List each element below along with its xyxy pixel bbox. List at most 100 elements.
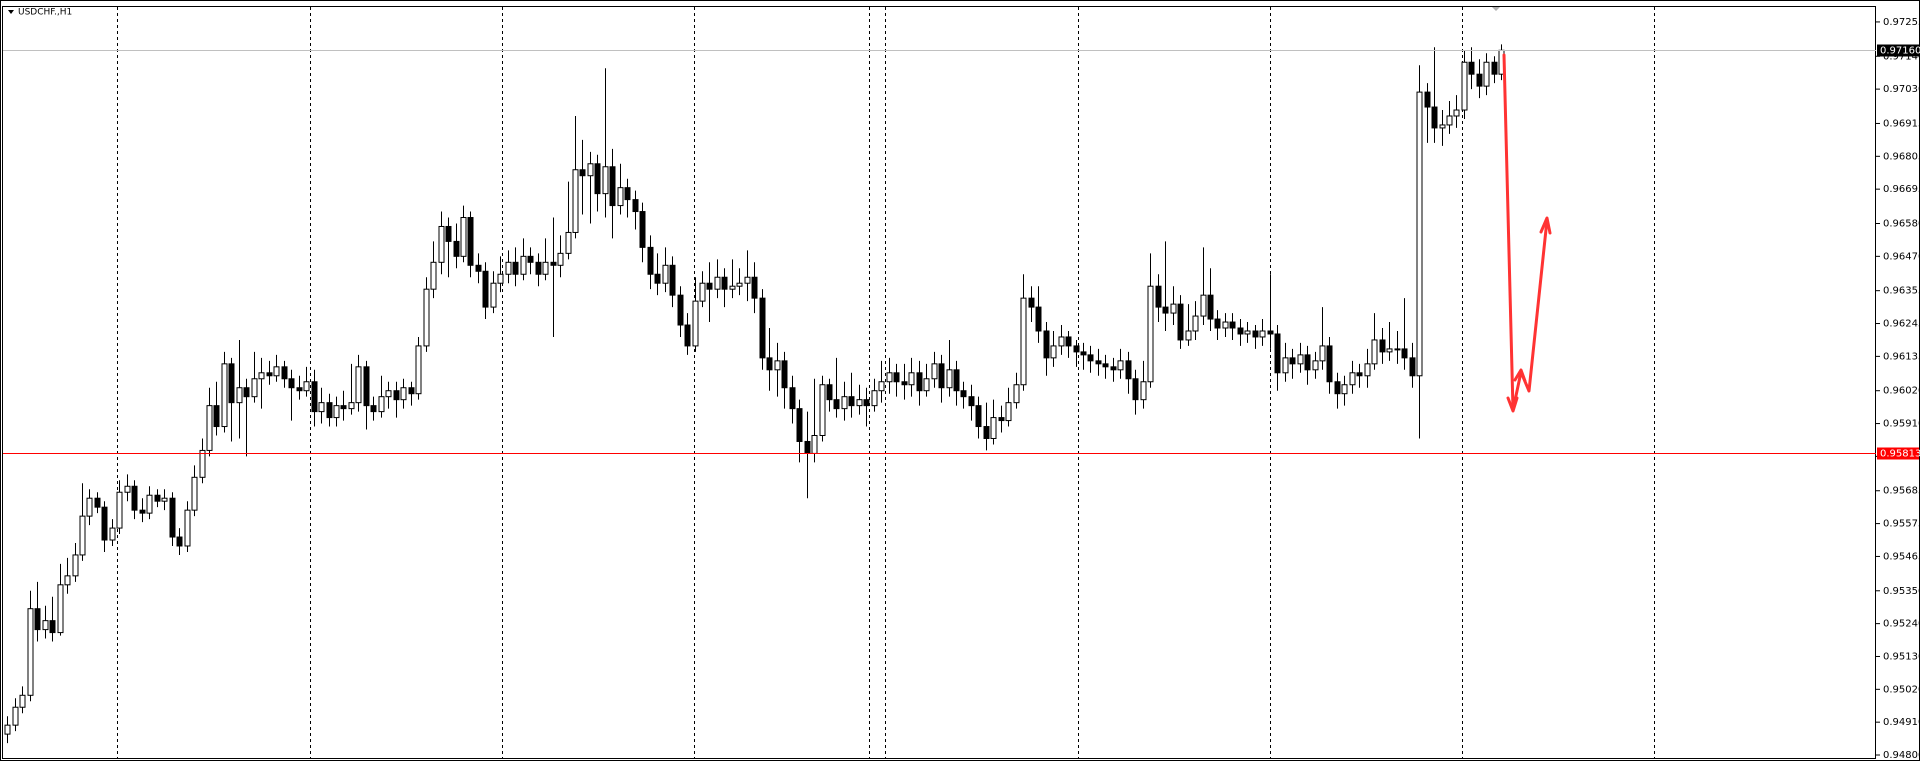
candle-body [199,449,206,478]
candle-body [1140,381,1147,401]
candle-body [654,273,661,284]
candle-body [1297,354,1304,365]
candle-body [385,390,392,398]
candle-body [721,276,728,290]
y-tick-label: 0.95685 [1883,486,1920,497]
shift-marker[interactable] [1492,7,1500,11]
candle-body [1095,360,1102,365]
candle-body [1237,327,1244,335]
candle-body [632,199,639,213]
candle-body [79,515,86,556]
chart-title: USDCHF.,H1 [18,8,72,18]
candle-body [311,381,318,413]
candle-body [550,261,557,266]
y-tick-label: 0.97255 [1883,17,1920,28]
candle-body [340,405,347,410]
candle-body [1468,61,1475,75]
candle-body [1229,321,1236,329]
candle-body [669,264,676,296]
candle-body [415,345,422,395]
candle-body [774,360,781,371]
candle-body [692,300,699,347]
candle-body [1073,345,1080,353]
candle-body [953,369,960,392]
candle-body [587,163,594,177]
candle-body [1050,345,1057,359]
candle-body [983,426,990,439]
candle-body [1282,357,1289,374]
candle-body [1379,339,1386,353]
arrow-head [1506,396,1519,413]
candle-body [1110,366,1117,371]
candle-body [1289,357,1296,365]
candle-body [482,270,489,308]
candle-body [1386,348,1393,353]
candle-body [94,497,101,508]
candle-body [804,440,811,454]
candle-body [572,169,579,233]
candle-body [42,620,49,631]
candle-body [1147,285,1154,383]
candle-body [251,378,258,398]
y-tick-label: 0.96355 [1883,286,1920,297]
candle-body [1453,109,1460,117]
candle-body [27,608,34,696]
candle-body [505,261,512,275]
candle-body [1483,61,1490,87]
candle-body [931,363,938,380]
candle-body [139,509,146,514]
candle-body [1080,351,1087,356]
candle-body [1409,357,1416,377]
drawn-arrow [1502,53,1552,413]
candle-body [228,363,235,404]
candle-body [393,390,400,401]
period-separators [117,7,1655,758]
y-tick-label: 0.96915 [1883,118,1920,129]
candle-body [998,417,1005,422]
candle-body [833,399,840,410]
symbol-menu-icon[interactable] [8,10,14,14]
candle-body [1020,297,1027,386]
candle-body [923,378,930,392]
y-tick-label: 0.95575 [1883,519,1920,530]
candle-body [609,166,616,207]
candle-body [1446,115,1453,126]
candle-body [1065,336,1072,347]
candle-body [826,384,833,401]
candle-body [1349,372,1356,386]
candle-body [1087,354,1094,362]
candle-body [677,294,684,326]
candle-body [916,372,923,392]
candle-body [430,261,437,290]
candle-body [1334,381,1341,395]
candle-body [1005,402,1012,422]
candle-body [101,506,108,541]
candle-body [243,387,250,398]
candle-body [766,357,773,371]
candle-body [1125,360,1132,380]
horizontal-line-label: 0.95813 [1880,449,1920,460]
candle-body [348,402,355,410]
candle-body [751,276,758,299]
candle-body [557,252,564,266]
candle-body [1244,330,1251,335]
bid-label: 0.97160 [1880,46,1920,57]
candle-body [206,405,213,451]
candle-body [990,417,997,439]
candle-body [617,187,624,207]
candle-body [1013,384,1020,404]
candle-body [1416,91,1423,377]
candle-body [1431,106,1438,129]
candle-body [154,494,161,502]
candle-body [288,378,295,389]
candle-body [1252,330,1259,338]
candle-body [946,369,953,389]
candle-body [303,381,310,392]
candle-body [296,387,303,392]
candle-body [355,366,362,404]
candle-body [1461,61,1468,111]
